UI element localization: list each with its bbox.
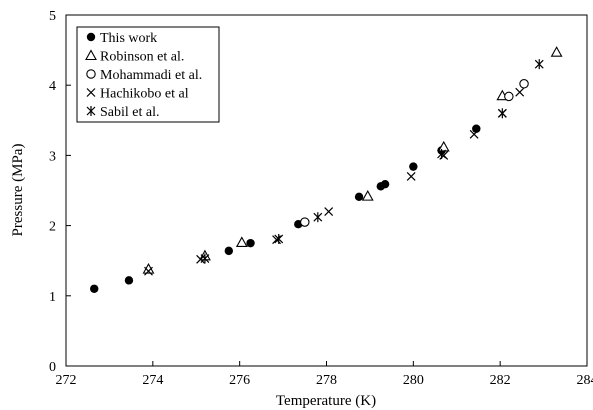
data-point-hachikobo-et-al [469, 129, 479, 139]
x-tick-label: 284 [577, 373, 593, 388]
marker-shape [437, 140, 450, 152]
data-point-sabil-et-al [437, 148, 446, 159]
axis-tick-labels: 272 274 276 278 280 282 284 0 1 2 3 4 5 [49, 9, 593, 388]
data-point-hachikobo-et-al [324, 207, 334, 216]
legend-label-this-work: This work [100, 31, 157, 46]
legend-marker-robinson-et-al [85, 49, 97, 61]
marker-shape [85, 49, 97, 61]
marker-stroke [324, 207, 334, 216]
y-tick-label: 4 [49, 79, 56, 94]
y-tick-label: 1 [49, 290, 56, 305]
legend-marker-this-work [86, 32, 96, 42]
data-point-robinson-et-al [550, 46, 563, 57]
marker-stroke [406, 172, 416, 181]
data-point-mohammadi-et-al [300, 217, 310, 227]
data-point-robinson-et-al [437, 140, 450, 152]
data-point-hachikobo-et-al [144, 266, 153, 276]
data-point-robinson-et-al [235, 236, 248, 247]
marker-shape [235, 236, 248, 247]
marker-shape [550, 46, 563, 57]
y-tick-label: 2 [49, 220, 56, 235]
legend-label-sabil-et-al: Sabil et al. [100, 105, 160, 120]
marker-shape [300, 217, 310, 227]
x-tick-label: 272 [56, 373, 77, 388]
x-tick-label: 282 [490, 373, 511, 388]
marker-shape [361, 189, 374, 201]
marker-stroke [86, 88, 96, 97]
marker-shape [246, 238, 255, 248]
data-point-this-work [354, 192, 364, 202]
legend-label-hachikobo-et-al: Hachikobo et al [100, 87, 189, 102]
marker-stroke [515, 87, 525, 97]
data-point-mohammadi-et-al [504, 91, 514, 102]
y-tick-label: 0 [49, 360, 56, 375]
data-point-sabil-et-al [313, 212, 323, 223]
legend: This work Robinson et al. Mohammadi et al.… [76, 26, 220, 123]
data-point-this-work [409, 162, 418, 171]
marker-shape [90, 284, 99, 293]
marker-stroke [144, 266, 153, 276]
data-point-sabil-et-al [200, 253, 210, 264]
data-point-this-work [124, 276, 134, 285]
legend-label-mohammadi-et-al: Mohammadi et al. [100, 68, 202, 83]
marker-shape [354, 192, 364, 202]
legend-marker-sabil-et-al [86, 106, 96, 116]
marker-shape [86, 69, 96, 79]
legend-box [76, 26, 220, 123]
y-tick-label: 5 [49, 9, 56, 24]
data-point-this-work [380, 179, 390, 189]
marker-shape [504, 91, 514, 102]
data-point-mohammadi-et-al [519, 79, 529, 89]
marker-shape [380, 179, 390, 189]
marker-shape [519, 79, 529, 89]
data-point-hachikobo-et-al [406, 172, 416, 181]
data-point-sabil-et-al [497, 108, 507, 119]
marker-shape [86, 32, 96, 42]
data-point-this-work [224, 246, 234, 256]
x-tick-label: 274 [142, 373, 163, 388]
data-point-sabil-et-al [274, 233, 284, 244]
marker-stroke [469, 129, 479, 139]
x-tick-label: 278 [316, 373, 337, 388]
y-tick-label: 3 [49, 149, 56, 164]
x-axis-title: Temperature (K) [276, 393, 376, 409]
legend-marker-mohammadi-et-al [86, 69, 96, 79]
axis-ticks [65, 14, 588, 367]
data-point-robinson-et-al [361, 189, 374, 201]
legend-label-robinson-et-al: Robinson et al. [100, 50, 184, 65]
data-point-hachikobo-et-al [515, 87, 525, 97]
x-tick-label: 280 [403, 373, 424, 388]
y-axis-title: Pressure (MPa) [10, 144, 26, 237]
data-point-this-work [246, 238, 255, 248]
data-point-this-work [90, 284, 99, 293]
data-point-sabil-et-al [534, 59, 544, 70]
data-points [90, 46, 563, 293]
legend-marker-hachikobo-et-al [86, 88, 96, 97]
marker-shape [409, 162, 418, 171]
x-tick-label: 276 [229, 373, 250, 388]
marker-shape [124, 276, 134, 285]
marker-shape [224, 246, 234, 256]
